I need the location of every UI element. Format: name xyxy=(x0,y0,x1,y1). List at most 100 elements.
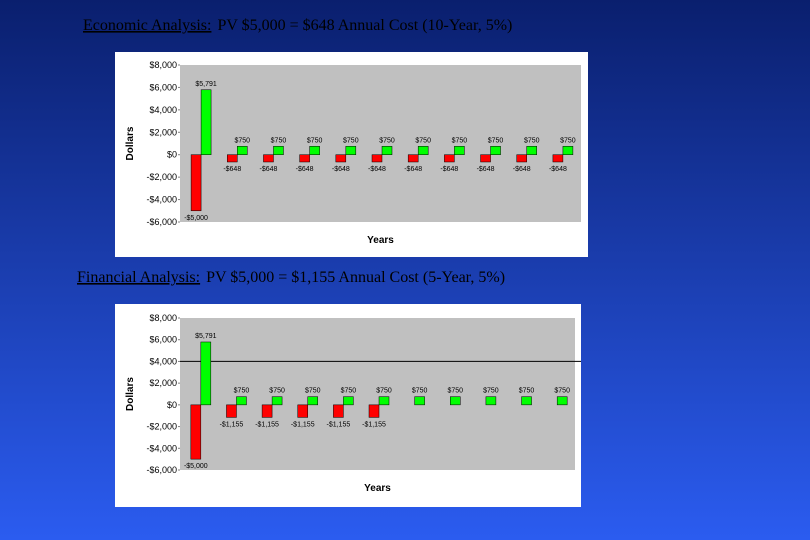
y-tick-label: $6,000 xyxy=(149,335,177,345)
data-label: -$648 xyxy=(513,166,531,173)
data-label: $750 xyxy=(271,137,287,144)
y-tick-label: -$2,000 xyxy=(146,422,177,432)
data-label: -$648 xyxy=(260,166,278,173)
data-label: $750 xyxy=(305,388,321,395)
y-tick-label: $8,000 xyxy=(149,60,177,70)
y-tick-label: $6,000 xyxy=(149,82,177,92)
data-label: $750 xyxy=(447,388,463,395)
data-label: $750 xyxy=(412,388,428,395)
bar xyxy=(343,396,354,406)
data-label: -$5,000 xyxy=(184,215,208,222)
chart-title: Economic Analysis: xyxy=(83,17,211,34)
bar xyxy=(226,404,237,418)
bar xyxy=(297,404,308,418)
data-label: $750 xyxy=(234,388,250,395)
bar xyxy=(556,396,568,406)
bar xyxy=(299,154,310,163)
bar xyxy=(200,89,212,155)
data-label: $750 xyxy=(234,137,250,144)
chart-heading: Economic Analysis: PV $5,000 = $648 Annua… xyxy=(83,17,512,34)
bar xyxy=(480,154,491,163)
y-tick-label: $2,000 xyxy=(149,127,177,137)
data-label: $750 xyxy=(341,388,357,395)
bar xyxy=(237,146,248,155)
bar xyxy=(345,146,357,155)
bar xyxy=(371,154,383,163)
bar xyxy=(521,396,532,406)
chart-title: Financial Analysis: xyxy=(77,269,200,286)
y-axis-label: Dollars xyxy=(125,126,136,160)
y-tick-label: $4,000 xyxy=(149,105,177,115)
y-tick-label: $2,000 xyxy=(149,378,177,388)
y-tick-label: -$6,000 xyxy=(146,465,177,475)
bar xyxy=(450,396,461,406)
data-label: -$648 xyxy=(223,166,241,173)
data-label: -$648 xyxy=(440,166,458,173)
data-label: $750 xyxy=(519,388,535,395)
y-tick-label: $0 xyxy=(167,400,177,410)
bar xyxy=(200,341,212,406)
bar xyxy=(490,146,501,155)
y-tick-label: -$4,000 xyxy=(146,195,177,205)
bar xyxy=(309,146,320,155)
data-label: -$648 xyxy=(404,166,422,173)
data-label: -$648 xyxy=(296,166,314,173)
y-tick-label: -$4,000 xyxy=(146,443,177,453)
bar xyxy=(562,146,574,155)
bar xyxy=(444,154,455,163)
data-label: -$1,155 xyxy=(220,421,244,428)
data-label: -$1,155 xyxy=(291,421,315,428)
bar xyxy=(190,404,202,460)
bar xyxy=(236,396,247,406)
data-label: $5,791 xyxy=(195,333,217,340)
data-label: $750 xyxy=(554,388,570,395)
data-label: -$648 xyxy=(477,166,495,173)
bar xyxy=(526,146,537,155)
chart-heading: Financial Analysis: PV $5,000 = $1,155 An… xyxy=(77,269,505,286)
data-label: -$5,000 xyxy=(184,463,208,470)
data-label: $750 xyxy=(343,137,359,144)
y-tick-label: $8,000 xyxy=(149,313,177,323)
y-tick-label: -$2,000 xyxy=(146,172,177,182)
bar xyxy=(368,404,380,418)
bar xyxy=(407,154,419,163)
y-tick-label: $0 xyxy=(167,150,177,160)
bar xyxy=(335,154,347,163)
bar xyxy=(378,396,390,406)
data-label: $750 xyxy=(483,388,499,395)
data-label: $750 xyxy=(376,388,392,395)
y-axis-label: Dollars xyxy=(125,377,136,411)
x-axis-label: Years xyxy=(367,235,394,246)
bar xyxy=(516,154,527,163)
x-axis-label: Years xyxy=(364,483,391,494)
data-label: $750 xyxy=(379,137,395,144)
data-label: -$1,155 xyxy=(255,421,279,428)
bar xyxy=(381,146,393,155)
data-label: $750 xyxy=(269,388,285,395)
bar xyxy=(227,154,238,163)
plot-area xyxy=(180,65,581,222)
bar xyxy=(271,396,283,406)
data-label: $750 xyxy=(488,137,504,144)
y-tick-label: $4,000 xyxy=(149,356,177,366)
bar xyxy=(333,404,344,418)
data-label: -$648 xyxy=(549,166,567,173)
data-label: -$1,155 xyxy=(362,421,386,428)
bar xyxy=(261,404,273,418)
bar xyxy=(485,396,497,406)
bar xyxy=(417,146,429,155)
bar xyxy=(263,154,274,163)
bar xyxy=(273,146,284,155)
data-label: $750 xyxy=(415,137,431,144)
data-label: -$1,155 xyxy=(326,421,350,428)
bar xyxy=(454,146,465,155)
bar xyxy=(190,154,202,212)
data-label: -$648 xyxy=(332,166,350,173)
plot-area xyxy=(180,318,575,470)
data-label: -$648 xyxy=(368,166,386,173)
chart-subtitle: PV $5,000 = $1,155 Annual Cost (5-Year, … xyxy=(206,269,505,286)
bar xyxy=(307,396,318,406)
data-label: $750 xyxy=(452,137,468,144)
